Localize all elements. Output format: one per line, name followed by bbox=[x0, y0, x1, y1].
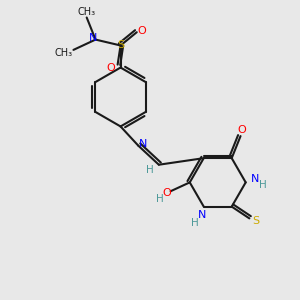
Text: H: H bbox=[146, 165, 154, 175]
Text: H: H bbox=[155, 194, 163, 205]
Text: CH₃: CH₃ bbox=[54, 48, 72, 58]
Text: O: O bbox=[163, 188, 172, 198]
Text: O: O bbox=[107, 63, 116, 73]
Text: N: N bbox=[88, 33, 97, 43]
Text: N: N bbox=[251, 174, 259, 184]
Text: H: H bbox=[191, 218, 199, 228]
Text: S: S bbox=[252, 216, 260, 226]
Text: O: O bbox=[137, 26, 146, 36]
Text: N: N bbox=[139, 139, 148, 149]
Text: CH₃: CH₃ bbox=[78, 7, 96, 16]
Text: S: S bbox=[117, 40, 124, 50]
Text: H: H bbox=[259, 180, 267, 190]
Text: O: O bbox=[238, 125, 246, 135]
Text: N: N bbox=[198, 210, 206, 220]
